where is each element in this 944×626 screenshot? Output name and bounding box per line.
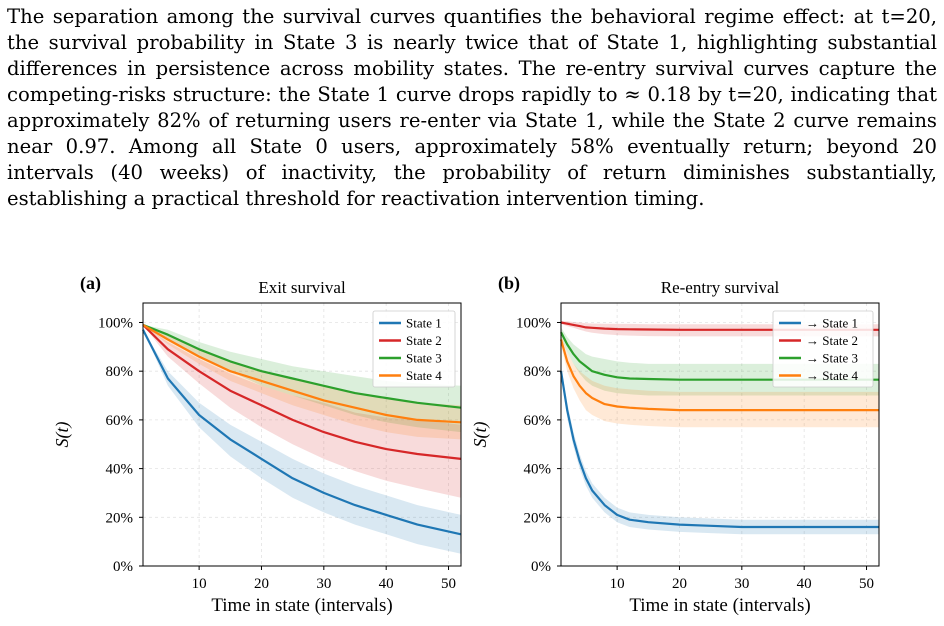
panel-title: Exit survival (258, 278, 346, 297)
panel-title: Re-entry survival (661, 278, 780, 297)
x-tick-label: 40 (379, 576, 394, 592)
x-tick-label: 40 (797, 576, 812, 592)
panel-label: (a) (80, 273, 101, 294)
x-tick-label: 30 (734, 576, 749, 592)
confidence-band (143, 324, 461, 433)
y-tick-label: 0% (531, 559, 551, 575)
series-line (560, 331, 879, 381)
legend-entry: → State 3 (806, 351, 858, 366)
legend-entry: → State 4 (806, 368, 858, 383)
chart-panel-1: 0% 20% 40% 60% 80% 100% 10 20 30 40 50 Re-entry sur… (470, 273, 880, 616)
legend-box (772, 310, 874, 388)
y-tick-label: 20% (106, 510, 134, 526)
x-axis-label: Time in state (intervals) (629, 595, 810, 616)
y-tick-label: 100% (516, 315, 551, 331)
series-line (142, 324, 462, 460)
x-tick-label: 20 (672, 576, 687, 592)
confidence-band (143, 329, 461, 554)
legend-entry: → State 2 (806, 333, 858, 348)
x-tick-label: 10 (610, 576, 625, 592)
panel-label: (b) (498, 273, 520, 294)
legend-entry: State 1 (406, 316, 442, 331)
plot-frame (142, 302, 462, 567)
y-tick-label: 0% (113, 559, 133, 575)
y-tick-label: 80% (106, 364, 134, 380)
y-axis-label: S(t) (52, 422, 73, 448)
legend-entry: → State 1 (806, 316, 858, 331)
legend-box (372, 310, 456, 388)
y-tick-label: 80% (524, 364, 552, 380)
confidence-band (143, 324, 461, 498)
y-tick-label: 20% (524, 510, 552, 526)
legend-entry: State 2 (406, 333, 442, 348)
chart-panel-0: 0% 20% 40% 60% 80% 100% 10 20 30 40 50 Exit surviva… (52, 273, 462, 616)
y-tick-label: 60% (524, 413, 552, 429)
legend-entry: State 4 (406, 368, 442, 383)
x-axis-label: Time in state (intervals) (211, 595, 392, 616)
x-tick-label: 50 (859, 576, 874, 592)
series-line (142, 329, 462, 536)
y-axis-label: S(t) (470, 422, 491, 448)
series-line (142, 323, 462, 409)
x-tick-label: 20 (254, 576, 269, 592)
confidence-band (561, 334, 879, 428)
series-line (559, 371, 879, 529)
body-paragraph: The separation among the survival curves… (7, 4, 937, 212)
y-tick-label: 60% (106, 413, 134, 429)
legend-entry: State 3 (406, 351, 442, 366)
y-tick-label: 100% (98, 315, 133, 331)
series-line (559, 339, 879, 412)
x-tick-label: 30 (316, 576, 331, 592)
y-tick-label: 40% (106, 462, 134, 478)
plot-frame (560, 302, 880, 567)
series-line (142, 323, 462, 424)
confidence-band (143, 324, 461, 440)
series-line (560, 321, 879, 331)
y-tick-label: 40% (524, 462, 552, 478)
x-tick-label: 50 (441, 576, 456, 592)
paragraph-text: The separation among the survival curves… (7, 5, 937, 210)
x-tick-label: 10 (192, 576, 207, 592)
